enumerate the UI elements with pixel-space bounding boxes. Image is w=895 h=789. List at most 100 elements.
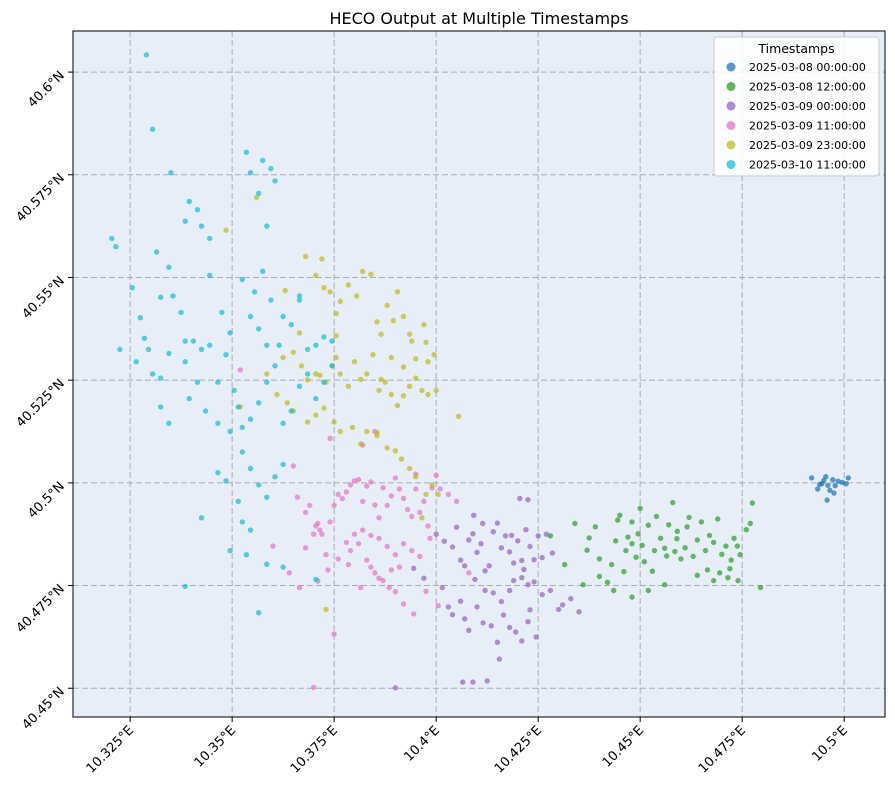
data-point (296, 297, 303, 303)
data-point (158, 375, 164, 381)
legend-label: 2025-03-10 11:00:00 (749, 159, 866, 172)
data-point (298, 363, 305, 369)
legend-marker (726, 62, 736, 72)
data-point (704, 567, 711, 573)
data-point (482, 587, 488, 594)
data-point (400, 364, 407, 370)
data-point (182, 583, 188, 590)
data-point (317, 372, 323, 378)
data-point (166, 350, 172, 357)
data-point (274, 391, 280, 398)
data-point (519, 638, 525, 644)
data-point (304, 346, 311, 353)
data-point (413, 356, 419, 362)
data-point (166, 420, 172, 426)
data-point (717, 570, 723, 576)
data-point (186, 198, 192, 205)
data-point (360, 498, 366, 504)
data-point (296, 293, 303, 299)
data-point (823, 474, 829, 480)
data-point (264, 494, 270, 500)
data-point (539, 554, 545, 561)
data-point (466, 570, 472, 576)
data-point (182, 338, 188, 344)
data-point (409, 513, 415, 520)
data-point (364, 428, 370, 435)
data-point (351, 359, 358, 365)
data-point (272, 178, 278, 184)
data-point (710, 539, 717, 546)
data-point (313, 412, 319, 418)
data-point (227, 330, 233, 336)
data-point (368, 271, 374, 277)
data-point (311, 684, 317, 691)
data-point (223, 227, 229, 233)
data-point (302, 509, 309, 516)
data-point (747, 520, 753, 527)
data-point (256, 482, 262, 488)
data-point (584, 547, 590, 553)
series-group (109, 52, 335, 616)
data-point (611, 587, 617, 594)
data-point (728, 557, 734, 563)
data-point (445, 604, 452, 610)
data-point (827, 487, 833, 493)
data-point (392, 685, 399, 691)
data-point (374, 319, 380, 325)
data-point (364, 557, 370, 563)
data-point (494, 520, 501, 526)
data-point (757, 584, 764, 591)
data-point (672, 548, 678, 555)
data-point (433, 472, 439, 479)
data-point (735, 577, 741, 584)
data-point (296, 584, 303, 591)
data-point (498, 545, 505, 551)
data-point (198, 346, 205, 353)
data-point (527, 607, 533, 613)
data-point (353, 293, 360, 299)
x-tick-label: 10.35°E (192, 723, 239, 770)
data-point (243, 552, 250, 558)
data-point (347, 547, 354, 554)
data-point (260, 268, 266, 274)
data-point (133, 359, 139, 365)
data-point (317, 527, 323, 533)
data-point (384, 445, 390, 451)
data-point (368, 479, 374, 485)
data-point (178, 309, 184, 316)
data-point (215, 469, 221, 476)
data-point (645, 522, 651, 528)
data-point (684, 524, 690, 530)
data-point (360, 268, 366, 274)
data-point (304, 419, 311, 425)
data-point (513, 629, 519, 635)
data-point (284, 400, 290, 406)
data-point (427, 535, 433, 541)
data-point (645, 587, 651, 594)
data-point (411, 611, 417, 617)
data-point (268, 165, 274, 172)
data-point (488, 623, 494, 629)
data-point (384, 502, 390, 509)
data-point (586, 535, 592, 541)
data-point (502, 533, 509, 539)
data-point (562, 561, 568, 568)
data-point (294, 494, 301, 500)
data-point (511, 560, 517, 566)
data-point (376, 515, 382, 521)
data-point (388, 493, 394, 499)
data-point (486, 563, 492, 569)
data-point (166, 264, 172, 270)
data-point (633, 554, 639, 560)
data-point (466, 627, 472, 633)
data-point (525, 619, 531, 625)
data-point (368, 564, 374, 570)
data-point (349, 424, 356, 431)
data-point (449, 612, 456, 618)
data-point (215, 379, 221, 385)
data-point (253, 194, 260, 201)
data-point (355, 476, 362, 483)
data-point (731, 535, 737, 541)
data-point (825, 482, 831, 488)
data-point (256, 190, 262, 196)
